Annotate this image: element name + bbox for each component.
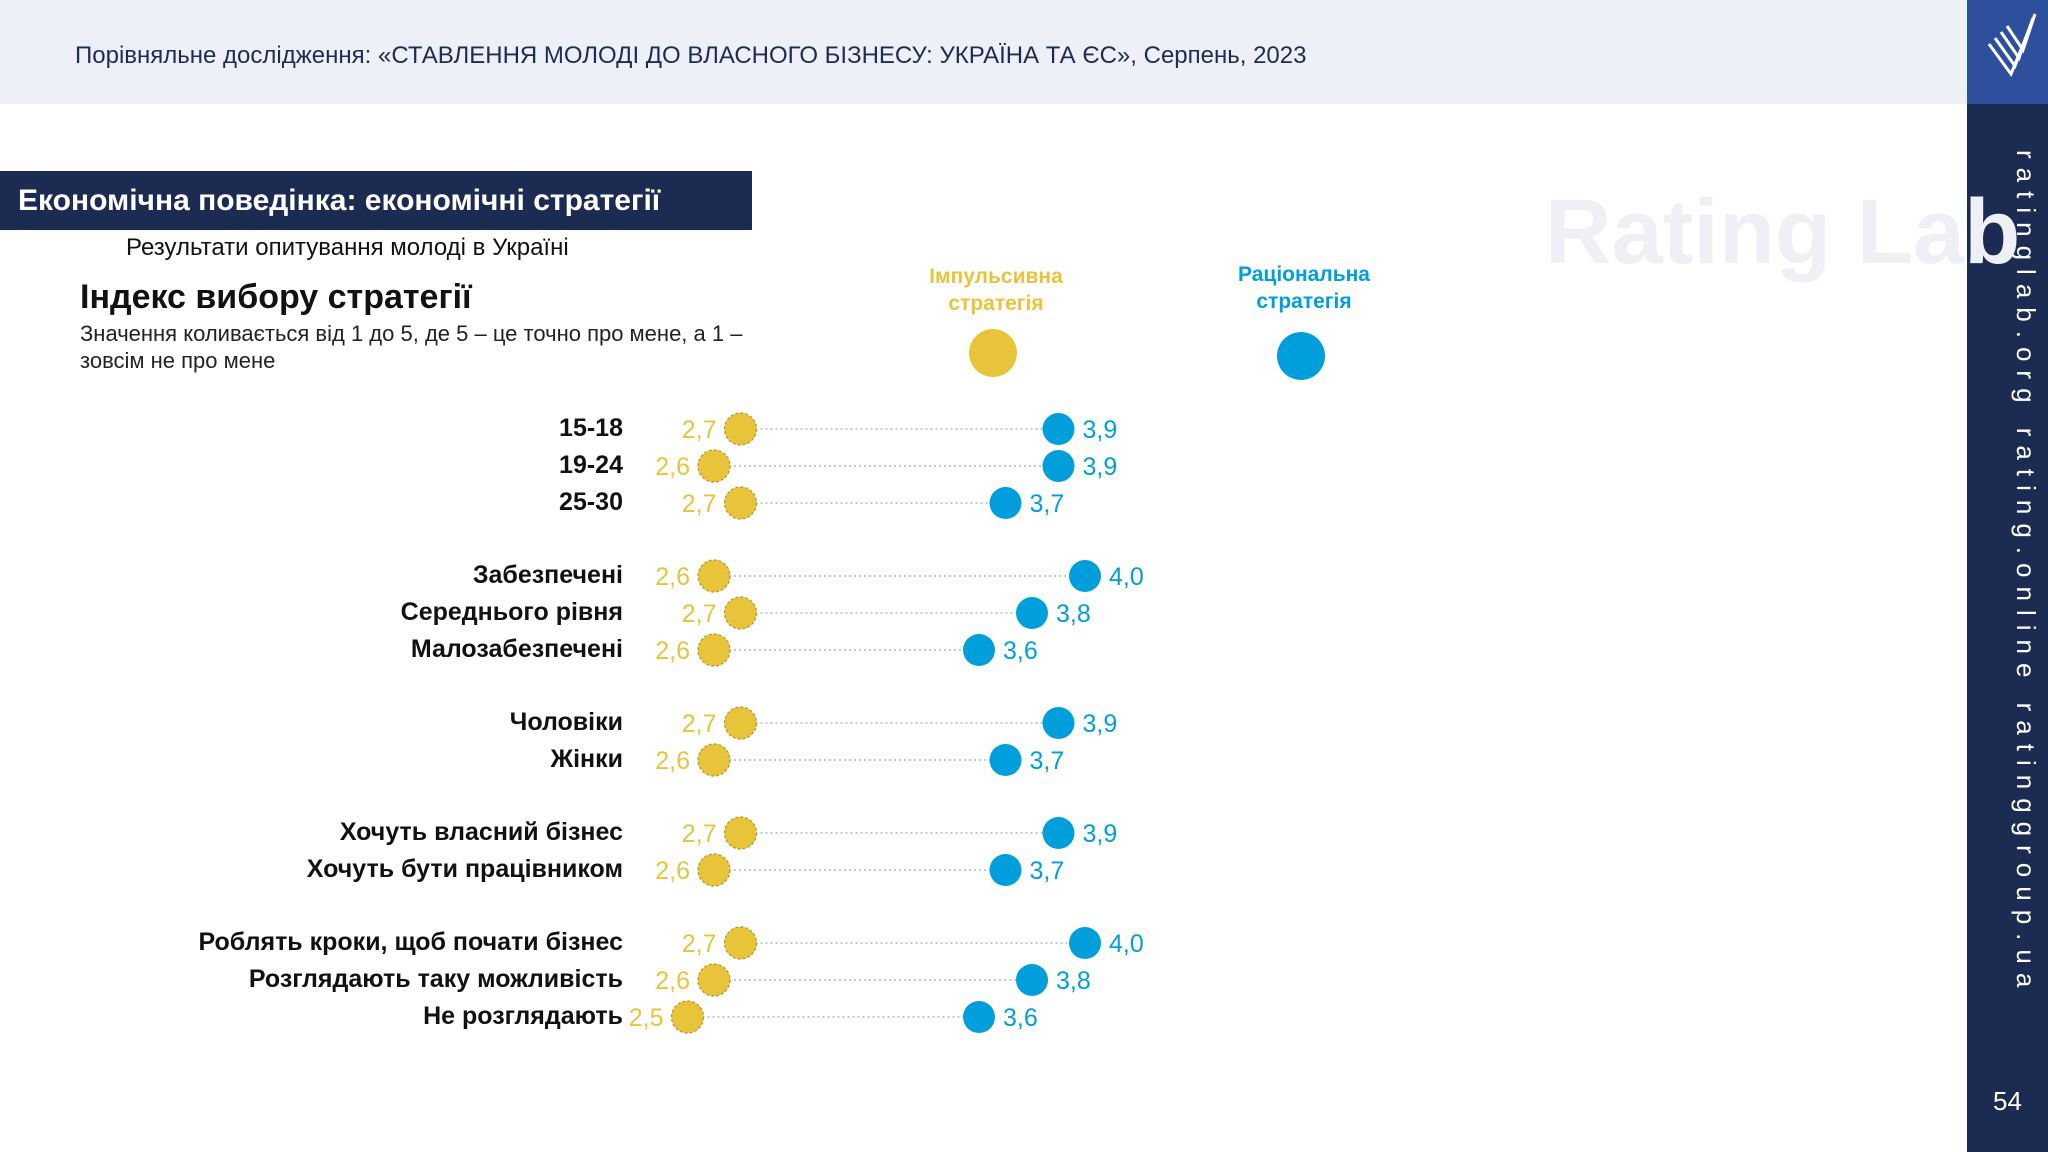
category-label: 19-24: [559, 451, 623, 479]
rational-value-label: 4,0: [1109, 930, 1144, 958]
rational-value-label: 3,6: [1003, 637, 1038, 665]
watermark: Rating Lab: [1545, 181, 2021, 283]
rational-point: [1016, 964, 1048, 996]
impulsive-point: [723, 412, 758, 446]
category-label: Малозабезпечені: [410, 635, 623, 663]
rational-point: [1042, 817, 1075, 849]
category-label: Роблять кроки, щоб почати бізнес: [198, 928, 623, 956]
impulsive-value-label: 2,6: [655, 563, 690, 591]
rating-logo: [1967, 0, 2048, 104]
impulsive-point: [670, 1000, 705, 1034]
impulsive-value-label: 2,6: [655, 747, 690, 775]
rational-point: [1016, 597, 1048, 629]
chart-title: Індекс вибору стратегії: [80, 278, 472, 316]
rational-point: [989, 744, 1022, 776]
category-label: Хочуть власний бізнес: [339, 818, 623, 846]
category-label: Чоловіки: [509, 708, 623, 736]
sidebar-urls: ratinglab.org rating.online ratinggroup.…: [2011, 150, 2041, 997]
impulsive-point: [697, 743, 731, 777]
impulsive-point: [697, 853, 731, 887]
category-label: Розглядають таку можливість: [248, 965, 623, 993]
impulsive-value-label: 2,7: [682, 820, 717, 848]
category-label: Хочуть бути працівником: [306, 855, 623, 883]
impulsive-value-label: 2,7: [682, 930, 717, 958]
rating-logo-icon: [1987, 13, 2037, 78]
impulsive-value-label: 2,7: [682, 416, 717, 444]
chart-note: Значення коливається від 1 до 5, де 5 – …: [80, 321, 743, 373]
impulsive-value-label: 2,5: [629, 1004, 664, 1032]
rational-value-label: 3,6: [1003, 1004, 1038, 1032]
impulsive-point: [697, 963, 731, 997]
impulsive-value-label: 2,7: [682, 710, 717, 738]
legend-impulsive-dot: [969, 329, 1017, 377]
section-banner: Економічна поведінка: економічні стратег…: [0, 171, 752, 230]
rational-point: [1069, 927, 1101, 959]
header-band: Порівняльне дослідження: «СТАВЛЕННЯ МОЛО…: [0, 0, 1967, 104]
page-number: 54: [1993, 1086, 2022, 1116]
impulsive-point: [697, 559, 731, 593]
rational-value-label: 3,7: [1030, 857, 1065, 885]
report-title: Порівняльне дослідження: «СТАВЛЕННЯ МОЛО…: [75, 42, 1307, 69]
impulsive-point: [723, 486, 758, 520]
sidebar: [1967, 0, 2048, 1152]
rational-point: [963, 634, 995, 666]
rational-value-label: 4,0: [1109, 563, 1144, 591]
category-label: 15-18: [559, 414, 623, 442]
impulsive-point: [697, 633, 731, 667]
rational-point: [1042, 413, 1075, 445]
rational-value-label: 3,8: [1056, 600, 1091, 628]
impulsive-value-label: 2,7: [682, 600, 717, 628]
impulsive-point: [723, 816, 758, 850]
rational-value-label: 3,7: [1030, 747, 1065, 775]
section-title: Економічна поведінка: економічні стратег…: [18, 184, 661, 217]
impulsive-value-label: 2,6: [655, 967, 690, 995]
rational-value-label: 3,9: [1083, 820, 1118, 848]
rational-point: [963, 1001, 995, 1033]
legend-rational-dot: [1277, 332, 1325, 380]
rational-value-label: 3,9: [1083, 710, 1118, 738]
rational-point: [1069, 560, 1101, 592]
rational-value-label: 3,7: [1030, 490, 1065, 518]
category-label: Забезпечені: [472, 561, 623, 589]
impulsive-value-label: 2,6: [655, 453, 690, 481]
impulsive-point: [723, 596, 758, 630]
category-label: Жінки: [550, 745, 623, 773]
rational-point: [989, 854, 1022, 886]
category-label: Середнього рівня: [400, 598, 623, 626]
category-label: 25-30: [559, 488, 623, 516]
impulsive-point: [723, 706, 758, 740]
legend-rational-label: Раціональна стратегія: [1238, 263, 1370, 313]
impulsive-value-label: 2,6: [655, 637, 690, 665]
impulsive-value-label: 2,6: [655, 857, 690, 885]
rational-value-label: 3,8: [1056, 967, 1091, 995]
rational-point: [1042, 707, 1075, 739]
rational-value-label: 3,9: [1083, 416, 1118, 444]
category-label: Не розглядають: [423, 1002, 623, 1030]
rational-value-label: 3,9: [1083, 453, 1118, 481]
impulsive-point: [723, 926, 758, 960]
legend-impulsive-label: Імпульсивна стратегія: [929, 265, 1063, 315]
impulsive-value-label: 2,7: [682, 490, 717, 518]
impulsive-point: [697, 449, 731, 483]
rational-point: [1042, 450, 1075, 482]
rational-point: [989, 487, 1022, 519]
section-subtitle: Результати опитування молоді в Україні: [126, 234, 569, 261]
